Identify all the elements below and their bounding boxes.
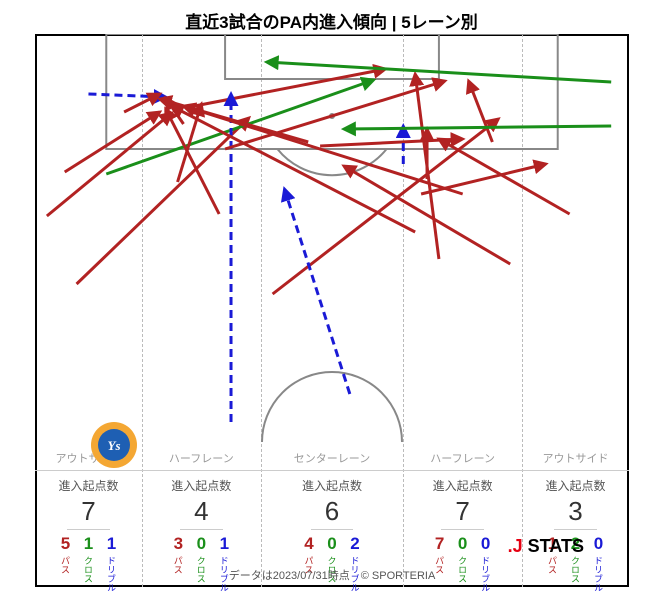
arrow-cross xyxy=(106,80,373,174)
footer-text: データは2023/07/31時点 © SPORTERIA xyxy=(35,567,629,583)
bd-cross: 1クロス xyxy=(82,534,95,592)
stat-title: 進入起点数 xyxy=(522,477,629,494)
stat-breakdown: 4パス 0クロス 2ドリブル xyxy=(261,534,404,592)
arrow-pass xyxy=(160,99,309,142)
arrow-dribble xyxy=(284,189,349,394)
arrow-pass xyxy=(415,74,439,259)
arrow-pass xyxy=(421,164,546,194)
stat-title: 進入起点数 xyxy=(403,477,522,494)
bd-pass: 4パス xyxy=(302,534,315,592)
bd-dribble: 1ドリブル xyxy=(218,534,231,592)
bd-pass: 5パス xyxy=(59,534,72,592)
stat-title: 進入起点数 xyxy=(142,477,261,494)
arrow-pass xyxy=(65,112,160,172)
arrow-pass xyxy=(184,106,463,194)
stat-breakdown: 7パス 0クロス 0ドリブル xyxy=(403,534,522,592)
bd-dribble: 0ドリブル xyxy=(479,534,492,592)
bd-cross: 0クロス xyxy=(325,534,338,592)
bd-dribble: 0ドリブル xyxy=(592,534,605,592)
arrow-pass xyxy=(344,166,510,264)
svg-text:Ys: Ys xyxy=(108,438,121,453)
arrow-pass xyxy=(166,98,184,124)
arrow-pass xyxy=(189,69,385,107)
stat-total: 6 xyxy=(311,496,353,530)
lane-label: センターレーン xyxy=(261,450,404,466)
arrow-dribble xyxy=(88,94,165,97)
lane-label: ハーフレーン xyxy=(403,450,522,466)
pitch-area: アウトサイドハーフレーンセンターレーンハーフレーンアウトサイド 進入起点数75パ… xyxy=(35,34,629,587)
arrow-pass xyxy=(273,119,499,294)
stat-total: 7 xyxy=(441,496,483,530)
lane-label: アウトサイド xyxy=(522,450,629,466)
stat-total: 3 xyxy=(554,496,596,530)
bd-cross: 0クロス xyxy=(456,534,469,592)
arrow-pass xyxy=(178,104,202,182)
arrow-pass xyxy=(166,109,219,214)
arrow-cross xyxy=(344,126,611,129)
stat-title: 進入起点数 xyxy=(261,477,404,494)
stat-total: 7 xyxy=(67,496,109,530)
stats-logo-text: STATS xyxy=(528,536,584,556)
lane-label: ハーフレーン xyxy=(142,450,261,466)
stat-total: 4 xyxy=(180,496,222,530)
bd-pass: 3パス xyxy=(172,534,185,592)
chart-title: 直近3試合のPA内進入傾向 | 5レーン別 xyxy=(0,0,663,33)
bd-cross: 0クロス xyxy=(195,534,208,592)
arrow-pass xyxy=(469,81,493,142)
stat-breakdown: 5パス 1クロス 1ドリブル xyxy=(35,534,142,592)
bd-dribble: 2ドリブル xyxy=(348,534,361,592)
arrow-pass xyxy=(172,106,416,232)
arrow-pass xyxy=(225,81,445,149)
arrow-pass xyxy=(47,113,172,216)
bd-dribble: 1ドリブル xyxy=(105,534,118,592)
stat-title: 進入起点数 xyxy=(35,477,142,494)
stat-breakdown: 3パス 0クロス 1ドリブル xyxy=(142,534,261,592)
arrow-pass xyxy=(439,139,570,214)
stats-logo-prefix: .J xyxy=(508,536,528,556)
arrow-pass xyxy=(320,139,463,146)
team-logo: Ys xyxy=(91,422,137,468)
arrow-cross xyxy=(267,62,612,82)
arrow-pass xyxy=(77,118,249,284)
stats-logo: .J STATS xyxy=(508,536,584,557)
bd-pass: 7パス xyxy=(433,534,446,592)
